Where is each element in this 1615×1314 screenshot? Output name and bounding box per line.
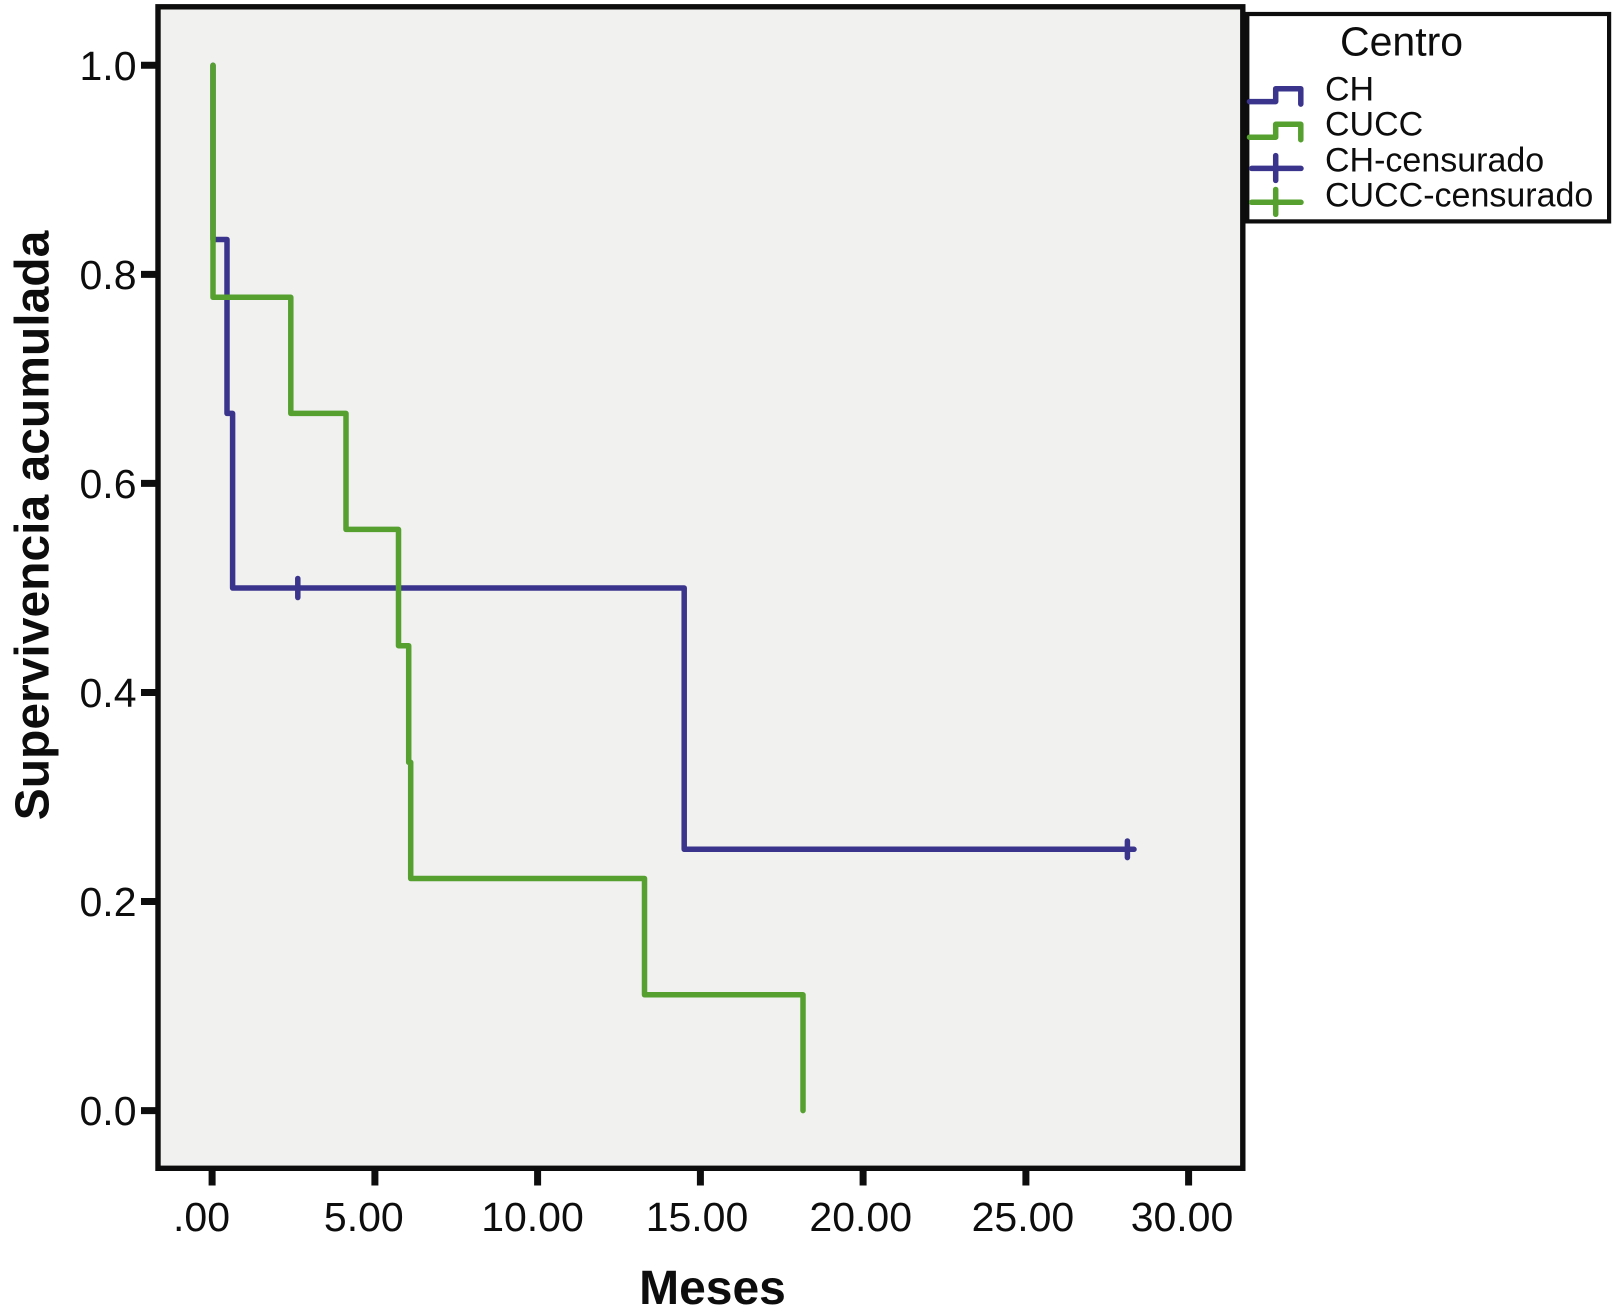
svg-text:Supervivencia acumulada: Supervivencia acumulada [7, 230, 60, 820]
svg-text:25.00: 25.00 [972, 1194, 1075, 1240]
svg-text:.00: .00 [173, 1194, 230, 1240]
svg-text:15.00: 15.00 [646, 1194, 749, 1240]
svg-text:30.00: 30.00 [1131, 1194, 1234, 1240]
svg-text:0.4: 0.4 [80, 670, 137, 716]
svg-text:0.6: 0.6 [80, 461, 137, 507]
svg-text:5.00: 5.00 [324, 1194, 404, 1240]
svg-text:10.00: 10.00 [481, 1194, 584, 1240]
svg-text:CH: CH [1325, 71, 1374, 109]
svg-text:0.8: 0.8 [80, 252, 137, 298]
svg-text:Meses: Meses [639, 1262, 786, 1309]
svg-text:CUCC: CUCC [1325, 106, 1423, 144]
svg-text:20.00: 20.00 [809, 1194, 912, 1240]
svg-text:0.0: 0.0 [80, 1088, 137, 1134]
svg-text:CH-censurado: CH-censurado [1325, 141, 1544, 179]
svg-text:CUCC-censurado: CUCC-censurado [1325, 176, 1593, 214]
svg-text:0.2: 0.2 [80, 879, 137, 925]
svg-text:Centro: Centro [1340, 18, 1463, 64]
svg-text:1.0: 1.0 [80, 43, 137, 89]
